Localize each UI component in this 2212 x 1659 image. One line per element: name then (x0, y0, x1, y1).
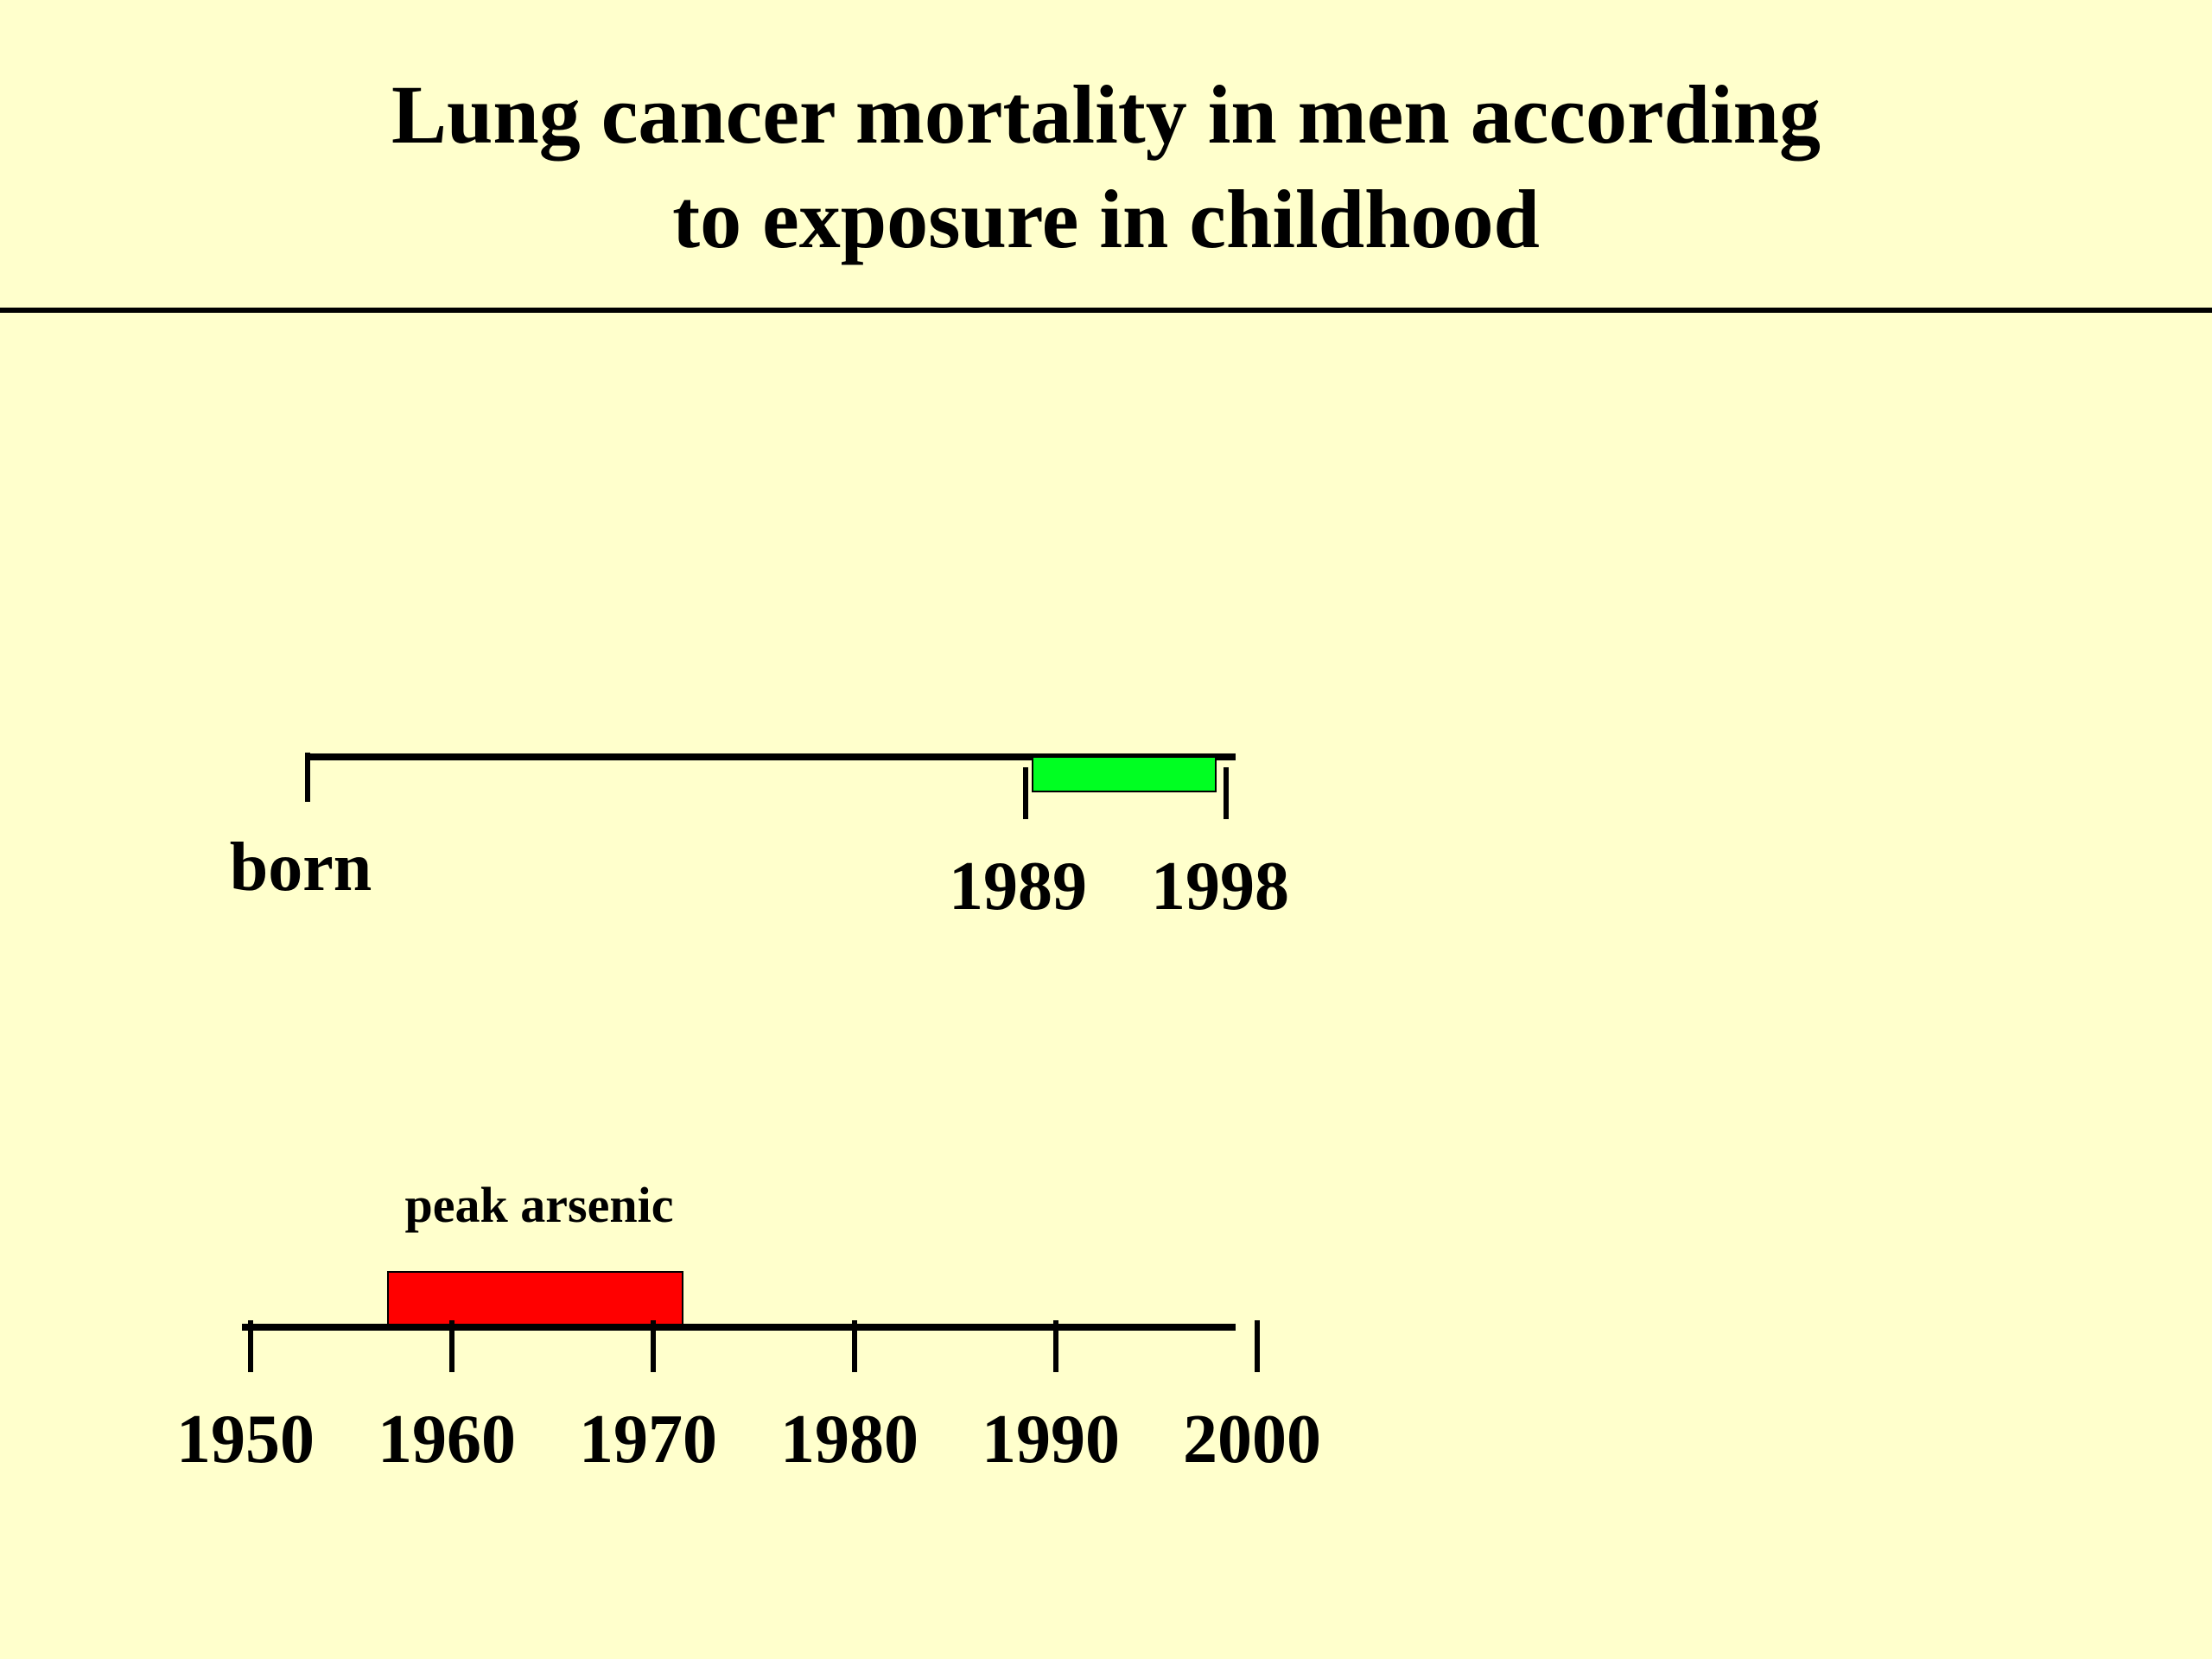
title-line-1: Lung cancer mortality in men according (391, 68, 1821, 161)
year-2000-label: 2000 (1183, 1402, 1321, 1478)
year-1970-label: 1970 (579, 1402, 717, 1478)
year-1998-label: 1998 (1151, 849, 1289, 925)
lower-timeline: 1950 1960 1970 1980 1990 2000 peak arsenic (176, 1177, 1321, 1478)
year-1989-label: 1989 (949, 849, 1087, 925)
title-line-2: to exposure in childhood (672, 173, 1540, 265)
year-1990-label: 1990 (982, 1402, 1120, 1478)
year-1950-label: 1950 (176, 1402, 315, 1478)
upper-timeline: born 1989 1998 (230, 753, 1289, 925)
peak-arsenic-label: peak arsenic (405, 1177, 674, 1233)
lower-timeline-ticks: 1950 1960 1970 1980 1990 2000 (176, 1320, 1321, 1478)
born-label: born (230, 830, 372, 906)
year-1960-label: 1960 (378, 1402, 516, 1478)
peak-arsenic-bar (387, 1271, 683, 1328)
title-divider (0, 308, 2212, 313)
slide-title: Lung cancer mortality in men according t… (0, 62, 2212, 271)
year-1980-label: 1980 (780, 1402, 918, 1478)
follow-up-period-bar (1032, 756, 1217, 792)
